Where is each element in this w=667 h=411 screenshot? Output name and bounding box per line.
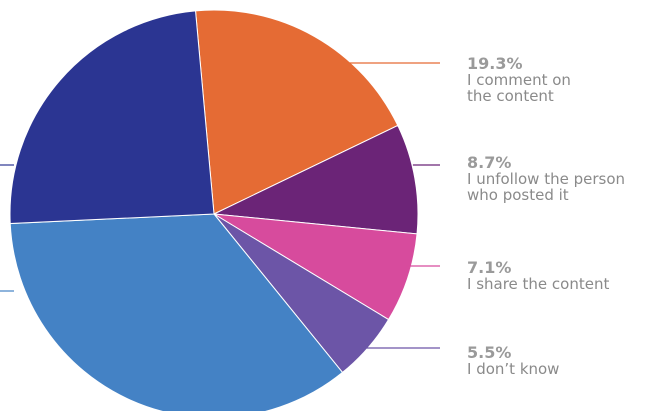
pie-slice-5 bbox=[9, 10, 215, 225]
pie-slice-0 bbox=[194, 9, 399, 215]
pie-slices bbox=[9, 9, 419, 411]
slice-label-0-line-0: I comment on bbox=[467, 71, 571, 89]
slice-label-1-line-0: I unfollow the person bbox=[467, 170, 625, 188]
slice-percent-3: 5.5% bbox=[467, 343, 511, 362]
pie-slice-1 bbox=[212, 124, 419, 235]
slice-percent-0: 19.3% bbox=[467, 54, 523, 73]
slice-percent-2: 7.1% bbox=[467, 258, 511, 277]
slice-label-1-line-1: who posted it bbox=[467, 186, 569, 204]
slice-label-3-line-0: I don’t know bbox=[467, 360, 559, 378]
slice-label-2-line-0: I share the content bbox=[467, 275, 609, 293]
slice-label-0-line-1: the content bbox=[467, 87, 554, 105]
pie-slice-4 bbox=[9, 213, 344, 411]
slice-percent-1: 8.7% bbox=[467, 153, 511, 172]
